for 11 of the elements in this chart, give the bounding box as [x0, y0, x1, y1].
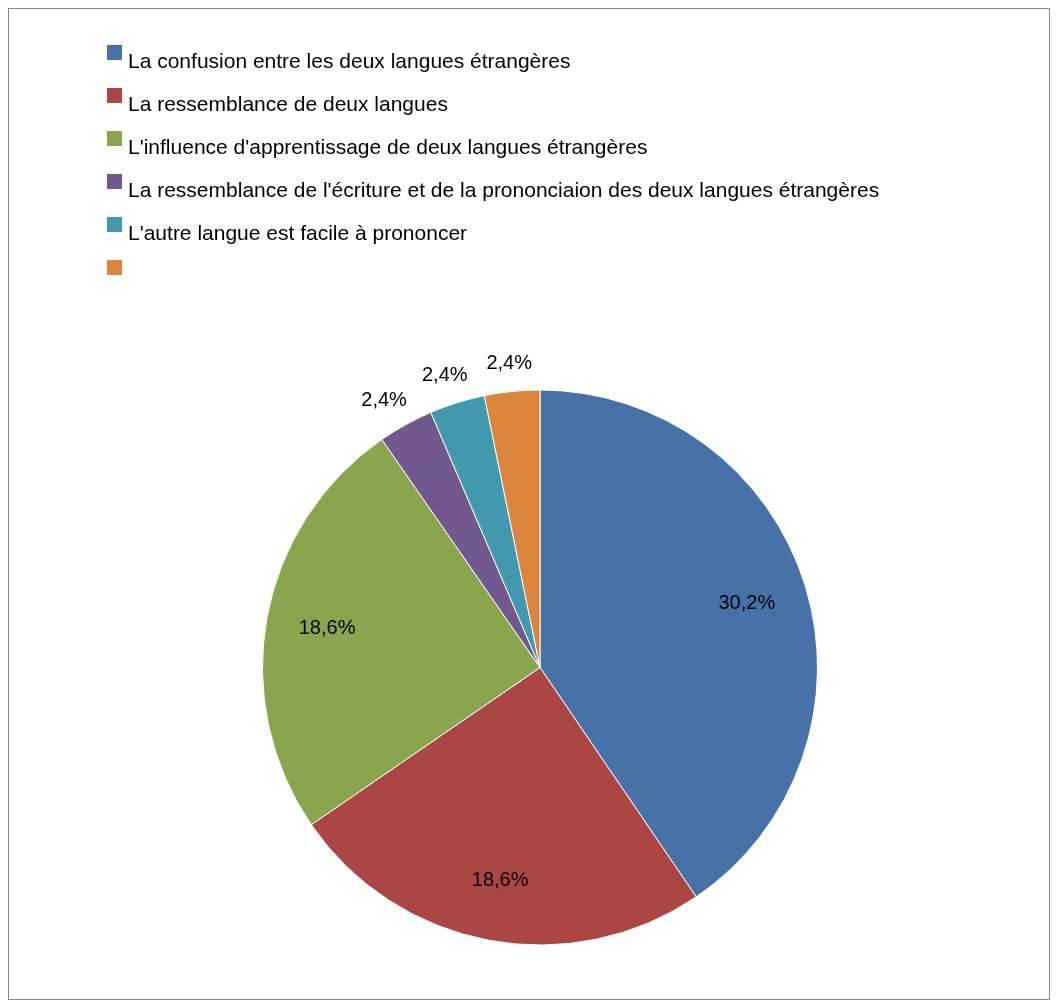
data-label: 2,4%	[361, 387, 408, 410]
legend-label: La confusion entre les deux langues étrangères	[128, 49, 571, 73]
legend-label: L'influence d'apprentissage de deux langues étrangères	[128, 135, 648, 159]
data-label: 18,6%	[298, 616, 356, 639]
data-label: 18,6%	[471, 867, 529, 890]
legend-label: La ressemblance de deux langues	[128, 92, 448, 116]
data-label: 2,4%	[421, 363, 468, 386]
legend-label: La ressemblance de l'écriture et de la prononciaion des deux langues étrangères	[128, 178, 880, 202]
legend-label: L'autre langue est facile à prononcer	[128, 221, 468, 245]
data-label: 30,2%	[718, 591, 776, 614]
data-label: 2,4%	[486, 351, 533, 374]
